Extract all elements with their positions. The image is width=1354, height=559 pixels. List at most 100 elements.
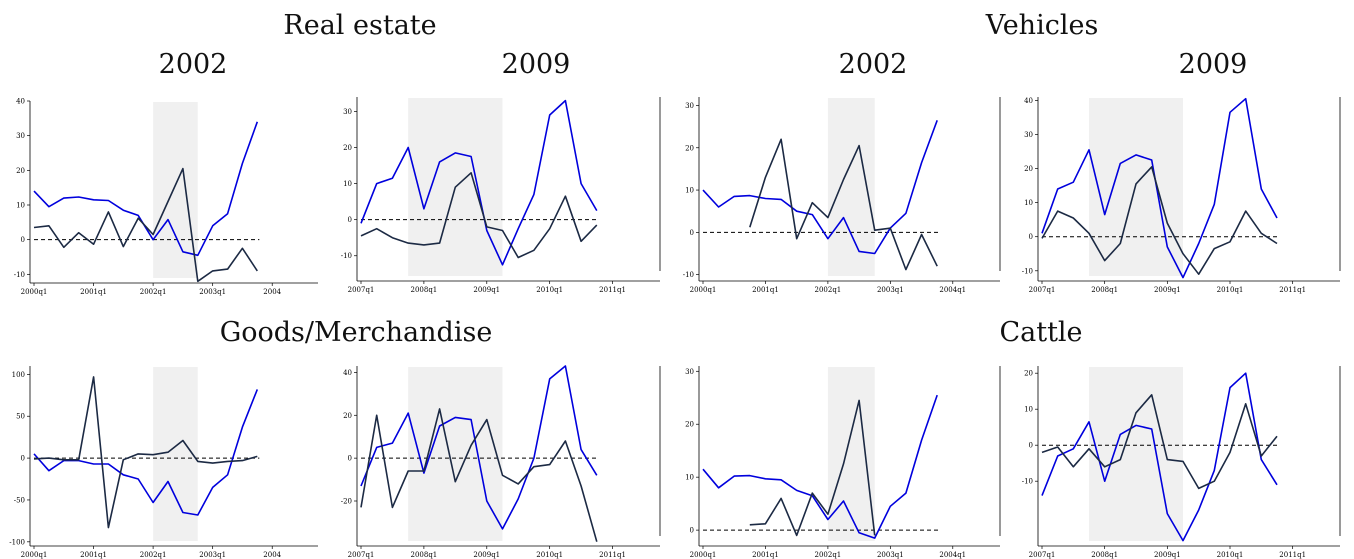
series-line-dark (1041, 166, 1278, 276)
shaded-region (153, 102, 198, 278)
heading-real-estate: Real estate (283, 10, 437, 41)
heading-vehicles: Vehicles (985, 10, 1099, 41)
y-tick-label: 20 (343, 412, 352, 420)
heading-vehicles-2009: 2009 (1178, 49, 1248, 80)
y-tick-label: 20 (16, 167, 25, 175)
x-tick-label: 2000q1 (690, 286, 717, 294)
y-tick-label: 10 (16, 202, 25, 210)
y-tick-label: 10 (1024, 406, 1033, 414)
x-tick-label: 2001q1 (752, 286, 779, 294)
y-tick-label: 0 (21, 236, 25, 244)
shaded-region (827, 367, 875, 541)
series-line-blue (33, 121, 259, 257)
x-tick-label: 2003q1 (199, 288, 226, 296)
heading-cattle: Cattle (999, 317, 1083, 348)
x-tick-label: 2004q1 (939, 286, 966, 294)
x-tick-label: 2008q1 (411, 551, 438, 559)
y-tick-label: 30 (343, 108, 352, 116)
y-tick-label: 0 (690, 229, 694, 237)
y-tick-label: 30 (685, 368, 694, 376)
x-tick-label: 2009q1 (473, 286, 500, 294)
series-line-dark (1041, 393, 1278, 490)
y-tick-label: 40 (343, 369, 352, 377)
y-tick-label: 0 (690, 527, 694, 535)
y-tick-label: 0 (348, 216, 352, 224)
heading-real-estate-2002: 2002 (158, 49, 228, 80)
series-line-dark (360, 172, 598, 259)
shaded-region (827, 98, 875, 276)
y-tick-label: 20 (1024, 370, 1033, 378)
x-tick-label: 2002q1 (815, 551, 842, 559)
y-tick-label: 20 (1024, 165, 1033, 173)
x-tick-label: 2007q1 (348, 286, 375, 294)
x-tick-label: 2000q1 (690, 551, 717, 559)
y-tick-label: 40 (16, 98, 25, 106)
y-tick-label: -10 (683, 271, 694, 279)
y-tick-label: -100 (9, 538, 25, 546)
series-line-blue (360, 99, 598, 266)
x-tick-label: 2007q1 (1029, 286, 1056, 294)
y-tick-label: 20 (685, 421, 694, 429)
x-tick-label: 2003q1 (877, 551, 904, 559)
x-tick-label: 2002q1 (140, 551, 167, 559)
series-line-blue (702, 120, 938, 255)
y-tick-label: -10 (341, 252, 352, 260)
heading-real-estate-2009: 2009 (501, 49, 571, 80)
x-tick-label: 2010q1 (1217, 551, 1244, 559)
x-tick-label: 2000q1 (21, 551, 48, 559)
x-tick-label: 2009q1 (1154, 286, 1181, 294)
y-tick-label: 0 (348, 455, 352, 463)
x-tick-label: 2007q1 (348, 551, 375, 559)
y-tick-label: 10 (1024, 199, 1033, 207)
y-tick-label: 40 (1024, 97, 1033, 105)
x-tick-label: 2011q1 (1279, 286, 1306, 294)
y-tick-label: -10 (1022, 478, 1033, 486)
x-tick-label: 2009q1 (473, 551, 500, 559)
x-tick-label: 2010q1 (1217, 286, 1244, 294)
heading-goods-merchandise: Goods/Merchandise (219, 317, 493, 348)
heading-vehicles-2002: 2002 (838, 49, 908, 80)
series-line-dark (360, 408, 598, 542)
series-line-dark (749, 399, 876, 537)
y-tick-label: -10 (14, 271, 25, 279)
y-tick-label: -20 (341, 498, 352, 506)
x-tick-label: 2011q1 (599, 286, 626, 294)
x-tick-label: 2008q1 (411, 286, 438, 294)
y-tick-label: 30 (1024, 131, 1033, 139)
y-tick-label: 20 (685, 144, 694, 152)
x-tick-label: 2009q1 (1154, 551, 1181, 559)
x-tick-label: 2003q1 (877, 286, 904, 294)
y-tick-label: 0 (1029, 442, 1033, 450)
y-tick-label: 30 (16, 132, 25, 140)
x-tick-label: 2008q1 (1091, 551, 1118, 559)
series-line-blue (1041, 97, 1278, 279)
x-tick-label: 2010q1 (536, 286, 563, 294)
y-tick-label: -10 (1022, 267, 1033, 275)
x-tick-label: 2008q1 (1091, 286, 1118, 294)
y-tick-label: 10 (685, 474, 694, 482)
x-tick-label: 2011q1 (599, 551, 626, 559)
x-tick-label: 2007q1 (1029, 551, 1056, 559)
x-tick-label: 2001q1 (80, 288, 107, 296)
series-line-blue (1041, 372, 1278, 542)
y-tick-label: 30 (685, 102, 694, 110)
x-tick-label: 2004 (263, 288, 281, 296)
x-tick-label: 2000q1 (21, 288, 48, 296)
y-tick-label: -50 (14, 496, 25, 504)
y-tick-label: 100 (12, 371, 25, 379)
series-line-blue (360, 365, 598, 530)
y-tick-label: 10 (685, 187, 694, 195)
x-tick-label: 2004q1 (939, 551, 966, 559)
x-tick-label: 2003q1 (199, 551, 226, 559)
series-line-dark (33, 167, 258, 283)
x-tick-label: 2002q1 (140, 288, 167, 296)
y-tick-label: 0 (21, 455, 25, 463)
series-line-dark (33, 376, 258, 529)
x-tick-label: 2010q1 (536, 551, 563, 559)
x-tick-label: 2002q1 (815, 286, 842, 294)
shaded-region (408, 367, 503, 541)
series-line-blue (33, 389, 259, 516)
x-tick-label: 2001q1 (80, 551, 107, 559)
y-tick-label: 20 (343, 144, 352, 152)
